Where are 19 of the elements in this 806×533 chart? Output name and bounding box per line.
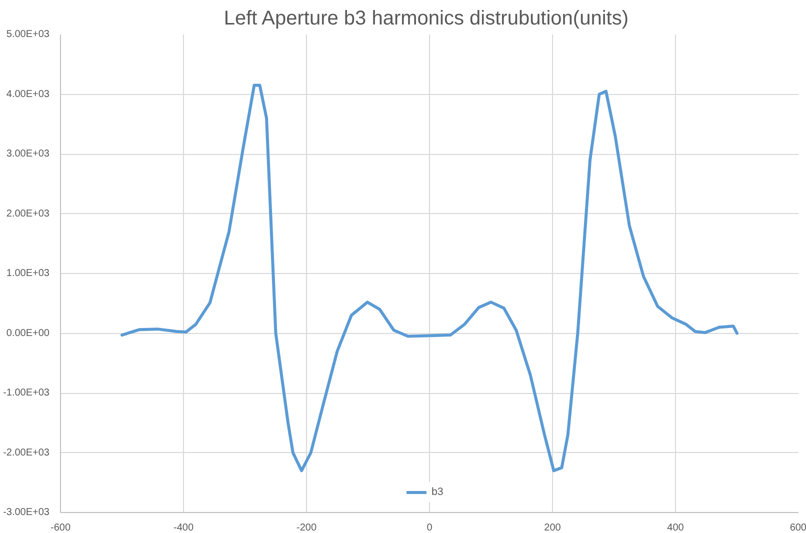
legend-label: b3 <box>432 486 444 498</box>
y-tick-label: -2.00E+03 <box>3 447 50 458</box>
x-tick-label: 400 <box>667 522 684 533</box>
y-tick-label: 2.00E+03 <box>6 208 50 220</box>
x-tick-label: 0 <box>426 522 433 533</box>
x-tick-label: -200 <box>296 522 317 533</box>
x-tick-label: 200 <box>544 522 562 533</box>
y-tick-label: 5.00E+03 <box>6 29 50 40</box>
y-tick-label: 4.00E+03 <box>6 88 50 100</box>
chart-title: Left Aperture b3 harmonics distrubution(units) <box>224 8 629 30</box>
y-tick-label: 1.00E+03 <box>6 268 50 279</box>
x-tick-label: 600 <box>790 522 806 533</box>
line-series <box>120 84 738 472</box>
y-tick-label: 0.00E+00 <box>6 328 50 339</box>
x-tick-label: -400 <box>173 522 194 533</box>
x-tick-label: -600 <box>50 522 71 533</box>
y-tick-label: 3.00E+03 <box>6 148 50 160</box>
y-tick-label: -3.00E+03 <box>3 507 50 518</box>
y-tick-label: -1.00E+03 <box>3 388 50 398</box>
